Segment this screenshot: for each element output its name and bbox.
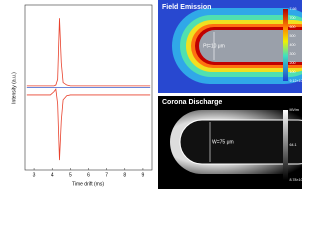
- colorbar-label: 7.66: [290, 7, 297, 11]
- line-series: [26, 18, 151, 87]
- colorbar-label: 500: [290, 34, 296, 38]
- x-tick-label: 8: [123, 172, 126, 178]
- colorbar-label: 8.78×10⁻¹⁷: [290, 178, 303, 182]
- electrode: [179, 119, 302, 165]
- colorbar-label: 700: [290, 16, 296, 20]
- x-tick-label: 5: [69, 172, 72, 178]
- colorbar-label: 400: [290, 43, 296, 47]
- colorbar: [283, 110, 288, 180]
- panel-title: Corona Discharge: [162, 99, 222, 106]
- x-tick-label: 6: [87, 172, 90, 178]
- colorbar-label: MV/m: [290, 108, 299, 112]
- x-tick-label: 9: [142, 172, 145, 178]
- figure: Time drift (ms) Intensity (a.u.) Pt=10 μ…: [0, 0, 303, 189]
- colorbar-label: 9.12×10⁻¹⁷: [290, 79, 303, 83]
- x-tick-label: 3: [33, 172, 36, 178]
- panel-title: Field Emission: [162, 4, 211, 11]
- x-tick-label: 4: [51, 172, 54, 178]
- field-emission-panel: Pt=10 μm Field Emission: [158, 0, 302, 93]
- colorbar-label: 200: [290, 61, 296, 65]
- x-axis-label: Time drift (ms): [72, 181, 104, 187]
- corona-panel: W=75 μm Corona Discharge: [158, 96, 302, 189]
- colorbar-label: 300: [290, 52, 296, 56]
- electrode: [199, 30, 302, 62]
- y-axis-label: Intensity (a.u.): [11, 72, 17, 104]
- dimension-label: W=75 μm: [212, 139, 234, 145]
- x-tick-label: 7: [105, 172, 108, 178]
- colorbar: [283, 9, 288, 81]
- chart-bg: [0, 0, 156, 189]
- colorbar-label: 600: [290, 25, 296, 29]
- dimension-label: Pt=10 μm: [203, 43, 225, 49]
- line-series: [26, 88, 151, 161]
- colorbar-label: 64.1: [290, 143, 297, 147]
- colorbar-label: 100: [290, 70, 296, 74]
